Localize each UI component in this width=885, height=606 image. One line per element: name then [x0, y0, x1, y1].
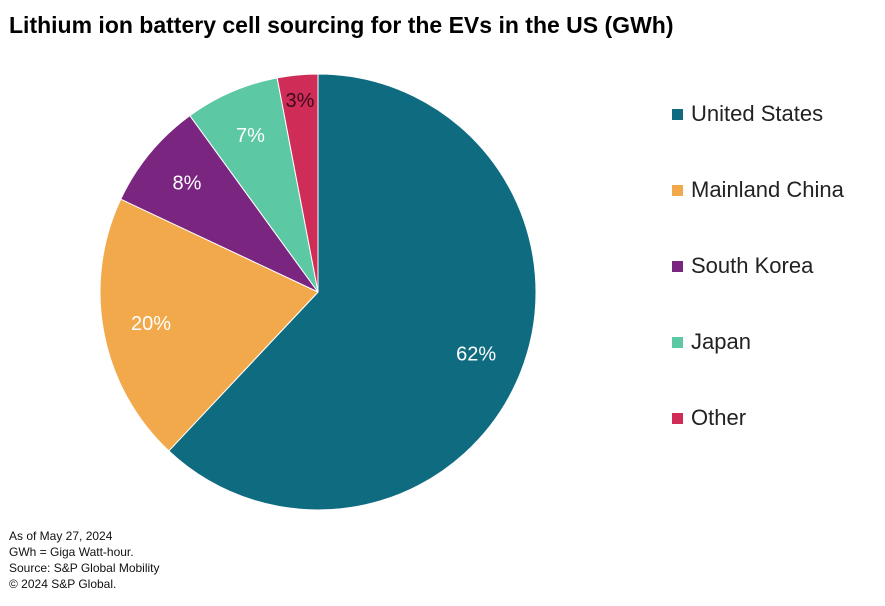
legend-item-south-korea: South Korea — [672, 249, 844, 283]
chart-legend: United States Mainland China South Korea… — [672, 97, 844, 477]
note-copyright: © 2024 S&P Global. — [9, 577, 117, 591]
legend-label: Japan — [691, 329, 751, 354]
chart-notes: As of May 27, 2024 GWh = Giga Watt-hour.… — [9, 528, 160, 592]
note-source: Source: S&P Global Mobility — [9, 561, 160, 575]
legend-item-other: Other — [672, 401, 844, 435]
pie-slice-united-states — [168, 73, 537, 511]
legend-swatch — [672, 108, 683, 120]
data-label-japan: 7% — [236, 125, 265, 147]
data-label-south-korea: 8% — [173, 173, 202, 195]
note-unit: GWh = Giga Watt-hour. — [9, 545, 134, 559]
chart-title: Lithium ion battery cell sourcing for th… — [9, 12, 674, 38]
legend-item-united-states: United States — [672, 97, 844, 131]
pie-slice-other — [276, 73, 319, 293]
legend-item-japan: Japan — [672, 325, 844, 359]
legend-label: United States — [691, 101, 824, 126]
legend-item-mainland-china: Mainland China — [672, 173, 844, 207]
legend-label: Mainland China — [691, 177, 844, 202]
pie-slice-mainland-china — [99, 198, 319, 452]
legend-swatch — [672, 412, 683, 424]
data-label-united-states: 62% — [456, 344, 496, 366]
legend-swatch — [672, 184, 683, 196]
legend-label: Other — [691, 405, 747, 430]
note-date: As of May 27, 2024 — [9, 529, 113, 543]
legend-swatch — [672, 260, 683, 272]
data-label-mainland-china: 20% — [131, 313, 171, 335]
legend-label: South Korea — [691, 253, 814, 278]
pie-slice-south-korea — [120, 114, 319, 293]
data-label-other: 3% — [285, 90, 314, 112]
legend-swatch — [672, 336, 683, 348]
